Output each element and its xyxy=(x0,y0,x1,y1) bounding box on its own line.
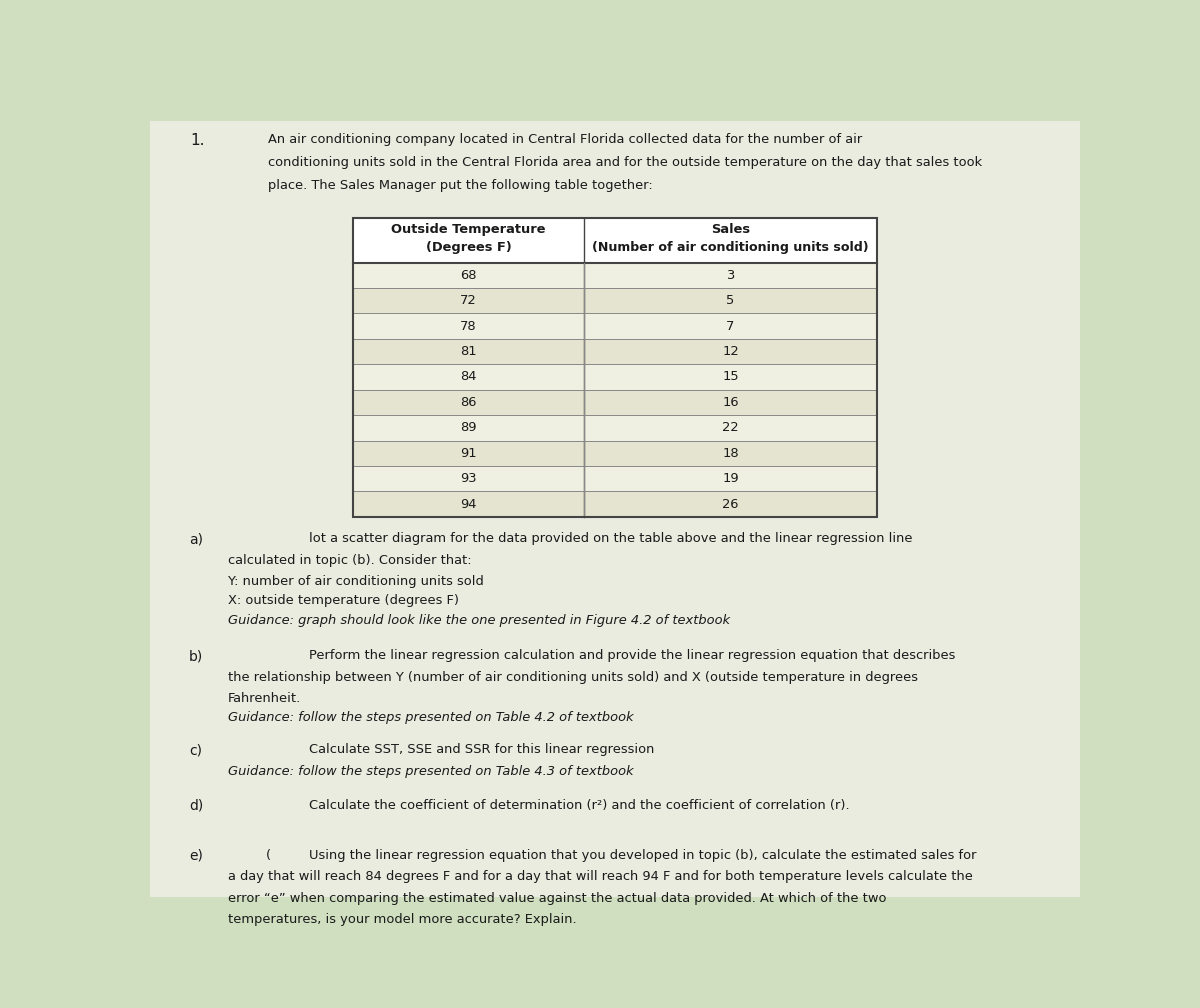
Text: lot a scatter diagram for the data provided on the table above and the linear re: lot a scatter diagram for the data provi… xyxy=(308,532,912,545)
Text: error “e” when comparing the estimated value against the actual data provided. A: error “e” when comparing the estimated v… xyxy=(228,892,886,905)
Text: e): e) xyxy=(188,849,203,863)
Text: b): b) xyxy=(188,649,203,663)
Text: X: outside temperature (degrees F): X: outside temperature (degrees F) xyxy=(228,594,458,607)
Text: 94: 94 xyxy=(461,498,476,510)
Text: Guidance: follow the steps presented on Table 4.2 of textbook: Guidance: follow the steps presented on … xyxy=(228,711,634,724)
Text: 89: 89 xyxy=(461,421,476,434)
Text: 93: 93 xyxy=(461,472,476,485)
Bar xyxy=(353,491,877,517)
Bar xyxy=(353,218,877,517)
Text: 68: 68 xyxy=(461,269,476,282)
Text: Guidance: follow the steps presented on Table 4.3 of textbook: Guidance: follow the steps presented on … xyxy=(228,765,634,778)
Bar xyxy=(353,466,877,491)
Bar xyxy=(353,339,877,364)
Text: Perform the linear regression calculation and provide the linear regression equa: Perform the linear regression calculatio… xyxy=(308,649,955,662)
Text: 7: 7 xyxy=(726,320,734,333)
Text: 86: 86 xyxy=(461,396,476,409)
Text: Calculate the coefficient of determination (r²) and the coefficient of correlati: Calculate the coefficient of determinati… xyxy=(308,798,850,811)
Text: conditioning units sold in the Central Florida area and for the outside temperat: conditioning units sold in the Central F… xyxy=(268,156,982,169)
Text: a): a) xyxy=(188,532,203,546)
Bar xyxy=(353,263,877,288)
Text: c): c) xyxy=(188,743,202,757)
Text: 81: 81 xyxy=(461,345,476,358)
Text: 78: 78 xyxy=(461,320,476,333)
Bar xyxy=(353,415,877,440)
Text: a day that will reach 84 degrees F and for a day that will reach 94 F and for bo: a day that will reach 84 degrees F and f… xyxy=(228,870,972,883)
Text: Guidance: graph should look like the one presented in Figure 4.2 of textbook: Guidance: graph should look like the one… xyxy=(228,614,730,627)
Bar xyxy=(353,288,877,313)
Text: 5: 5 xyxy=(726,294,734,307)
Bar xyxy=(353,364,877,390)
Bar xyxy=(353,313,877,339)
Text: Outside Temperature: Outside Temperature xyxy=(391,223,546,236)
Text: 72: 72 xyxy=(461,294,476,307)
Text: 84: 84 xyxy=(461,371,476,383)
Text: 16: 16 xyxy=(722,396,739,409)
Text: (Number of air conditioning units sold): (Number of air conditioning units sold) xyxy=(592,241,869,254)
Text: temperatures, is your model more accurate? Explain.: temperatures, is your model more accurat… xyxy=(228,913,576,926)
Text: (Degrees F): (Degrees F) xyxy=(426,241,511,254)
Text: An air conditioning company located in Central Florida collected data for the nu: An air conditioning company located in C… xyxy=(268,133,862,146)
Text: 15: 15 xyxy=(722,371,739,383)
Bar xyxy=(353,440,877,466)
Text: Fahrenheit.: Fahrenheit. xyxy=(228,692,301,706)
Text: 3: 3 xyxy=(726,269,734,282)
Text: 18: 18 xyxy=(722,447,739,460)
Text: Calculate SST, SSE and SSR for this linear regression: Calculate SST, SSE and SSR for this line… xyxy=(308,743,654,756)
Text: 26: 26 xyxy=(722,498,739,510)
Text: the relationship between Y (number of air conditioning units sold) and X (outsid: the relationship between Y (number of ai… xyxy=(228,670,918,683)
Text: Using the linear regression equation that you developed in topic (b), calculate : Using the linear regression equation tha… xyxy=(308,849,977,862)
Text: 12: 12 xyxy=(722,345,739,358)
Text: d): d) xyxy=(188,798,203,812)
Text: (: ( xyxy=(266,849,271,862)
Text: calculated in topic (b). Consider that:: calculated in topic (b). Consider that: xyxy=(228,553,472,566)
Text: 22: 22 xyxy=(722,421,739,434)
Text: place. The Sales Manager put the following table together:: place. The Sales Manager put the followi… xyxy=(268,179,653,193)
Text: Sales: Sales xyxy=(710,223,750,236)
Text: 1.: 1. xyxy=(191,133,205,148)
Text: 19: 19 xyxy=(722,472,739,485)
Text: Y: number of air conditioning units sold: Y: number of air conditioning units sold xyxy=(228,576,484,589)
Bar xyxy=(353,390,877,415)
Bar xyxy=(353,218,877,517)
Text: 91: 91 xyxy=(461,447,476,460)
